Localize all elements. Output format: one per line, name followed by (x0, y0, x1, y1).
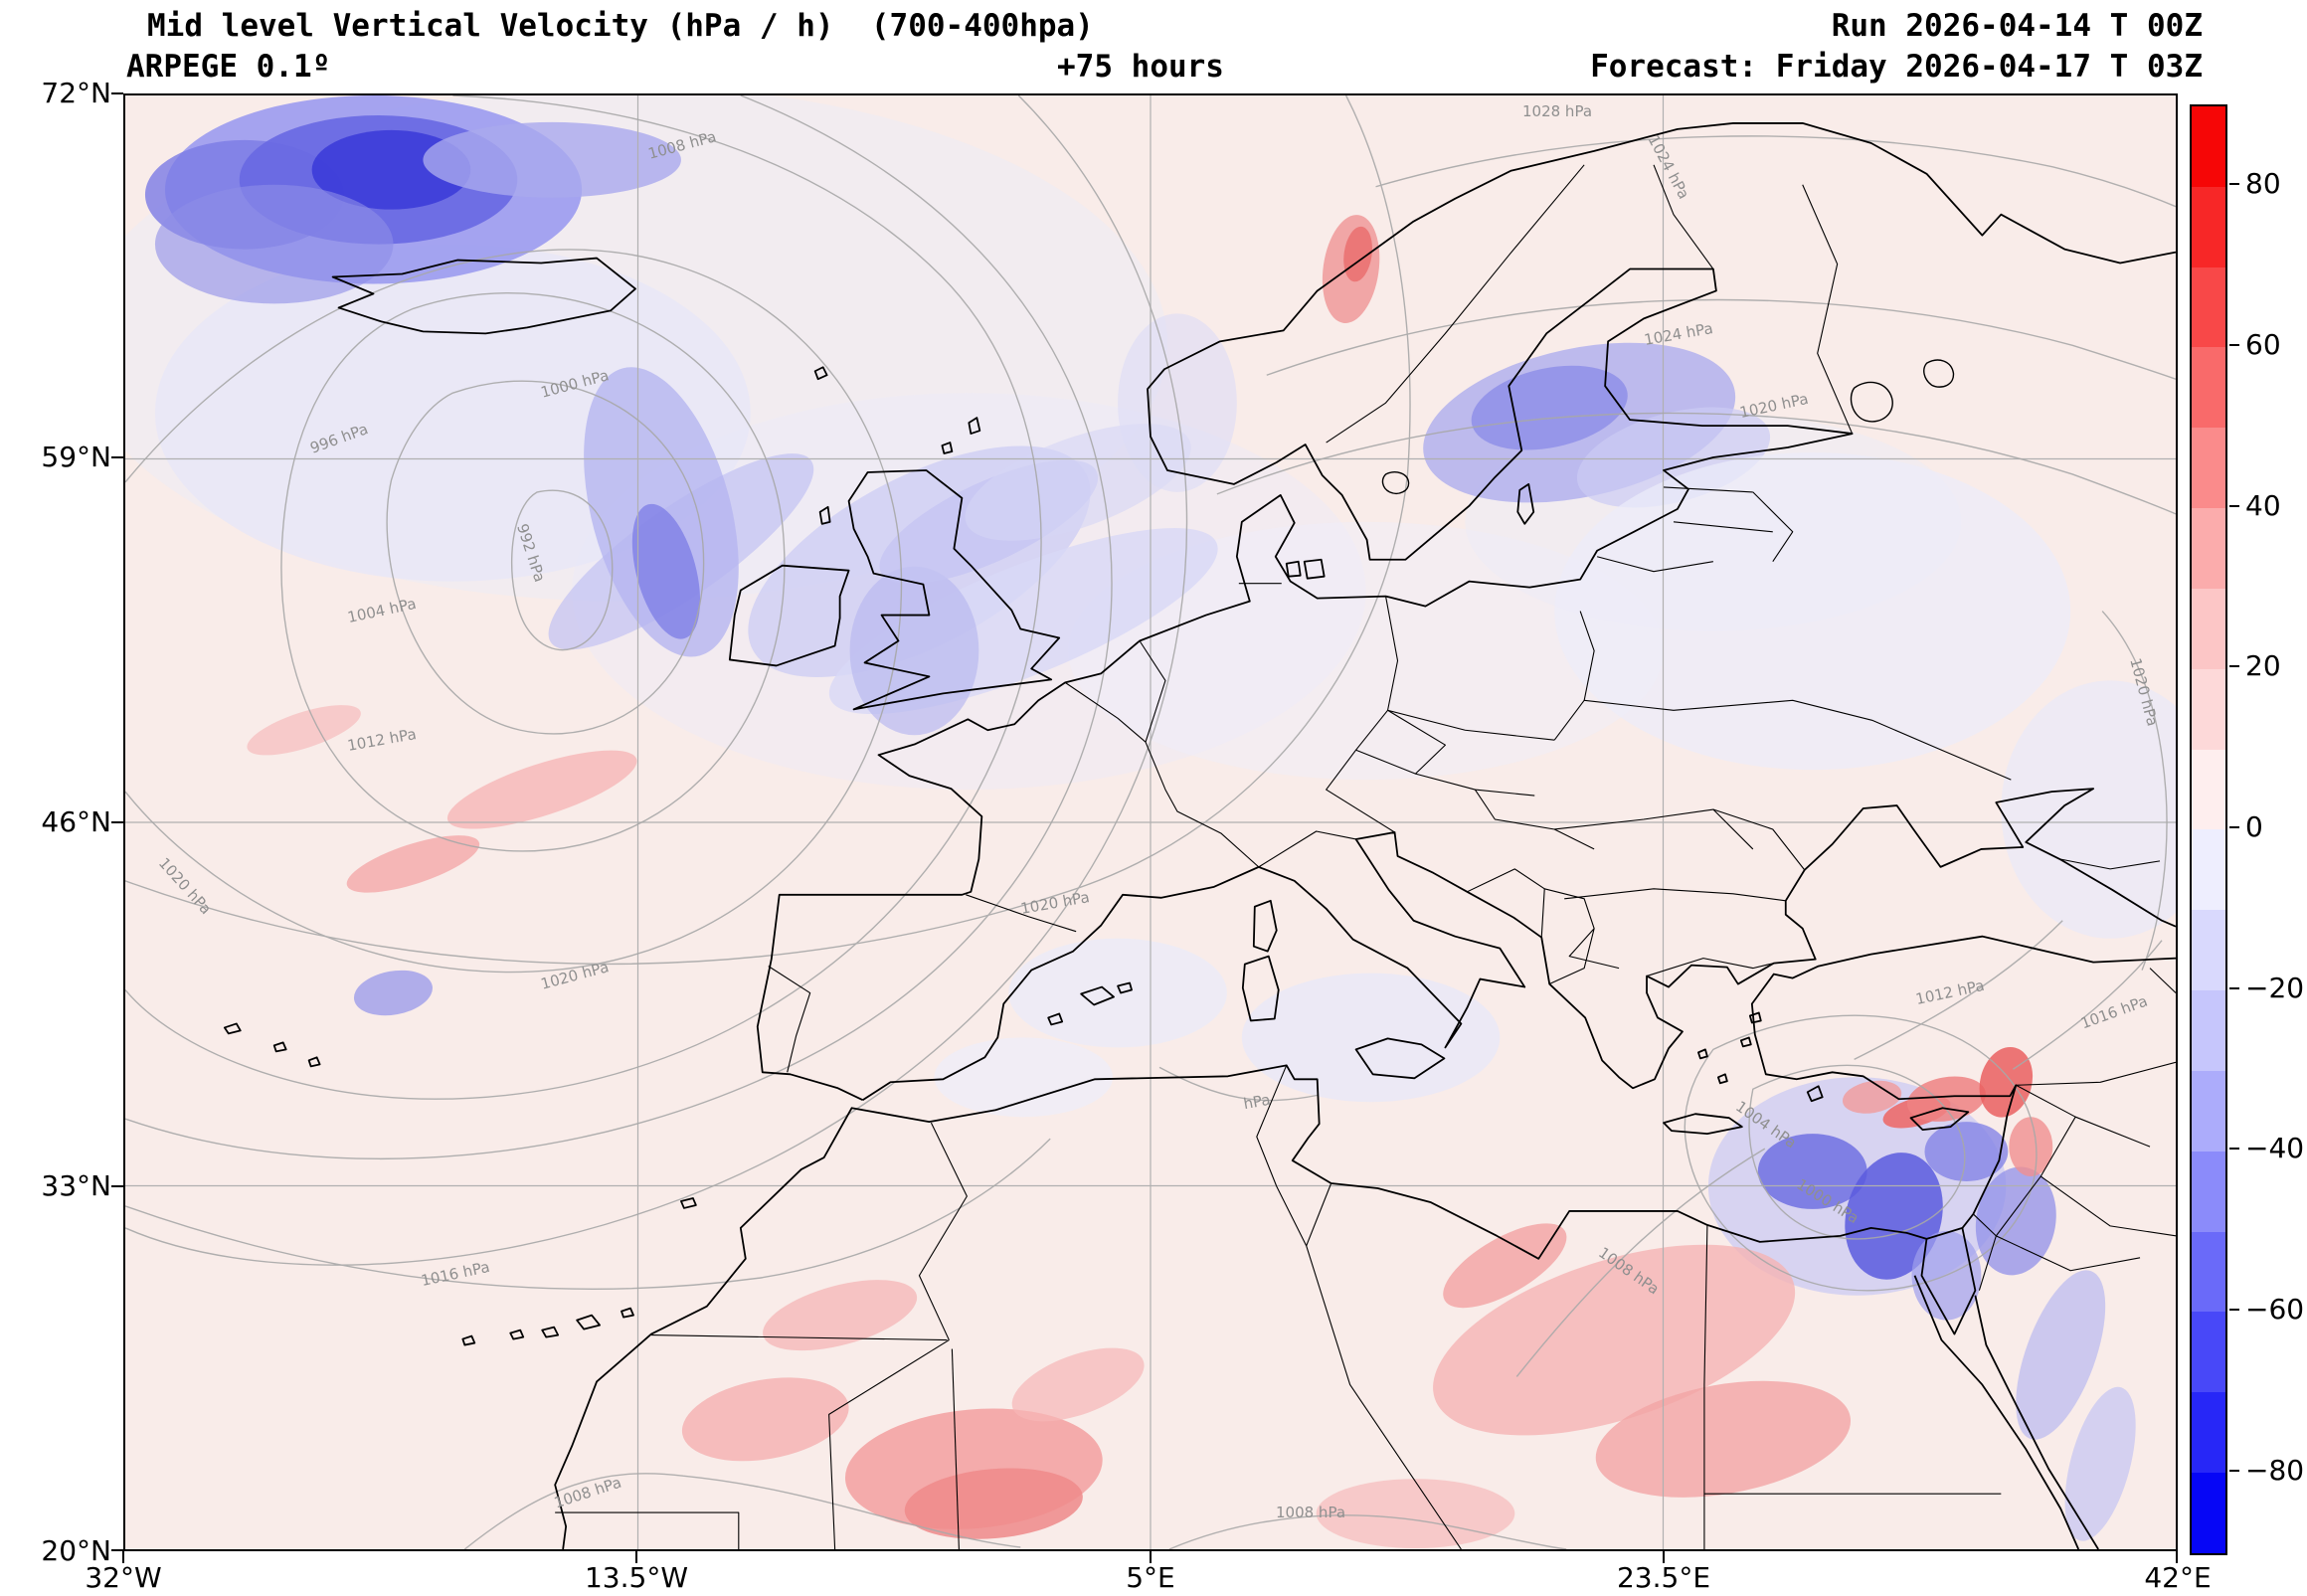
isobar-label: 1008 hPa (1275, 1504, 1346, 1521)
x-tick-label: 32°W (85, 1561, 162, 1594)
y-tick-label: 20°N (41, 1534, 111, 1567)
colorbar-segment (2192, 428, 2225, 509)
colorbar-segment (2192, 1473, 2225, 1553)
map-canvas (125, 95, 2176, 1549)
colorbar-segment (2192, 106, 2225, 187)
colorbar-segment (2192, 1070, 2225, 1152)
colorbar-segment (2192, 749, 2225, 830)
colorbar-tick (2229, 826, 2239, 828)
colorbar-segment (2192, 186, 2225, 267)
x-tick-label: 5°E (1126, 1561, 1175, 1594)
lakes (1381, 359, 1955, 494)
x-tick-label: 42°E (2144, 1561, 2212, 1594)
colorbar-tick-label: −60 (2245, 1293, 2305, 1326)
x-tick-label: 13.5°W (584, 1561, 689, 1594)
tick-mark (2176, 1551, 2178, 1563)
coastlines (554, 122, 2176, 1549)
colorbar-tick-label: 20 (2245, 649, 2281, 682)
tick-mark (111, 1185, 123, 1187)
colorbar-tick (2229, 183, 2239, 185)
colorbar (2190, 104, 2227, 1555)
y-tick-label: 59°N (41, 441, 111, 473)
colorbar-segment (2192, 829, 2225, 911)
colorbar-tick-label: 80 (2245, 167, 2281, 200)
islands (223, 257, 1970, 1346)
colorbar-tick-label: 60 (2245, 328, 2281, 361)
colorbar-segment (2192, 910, 2225, 991)
colorbar-tick-label: 40 (2245, 489, 2281, 522)
chart-title: Mid level Vertical Velocity (hPa / h) (7… (147, 8, 1094, 44)
colorbar-tick-label: −20 (2245, 972, 2305, 1004)
colorbar-tick (2229, 505, 2239, 507)
isobar-label: 1028 hPa (1521, 102, 1593, 120)
colorbar-tick-label: 0 (2245, 810, 2263, 843)
colorbar-segment (2192, 990, 2225, 1071)
tick-mark (111, 92, 123, 94)
colorbar-segment (2192, 1392, 2225, 1474)
colorbar-tick (2229, 344, 2239, 346)
tick-mark (1150, 1551, 1152, 1563)
y-tick-label: 33°N (41, 1169, 111, 1202)
colorbar-segment (2192, 347, 2225, 429)
isobars (125, 95, 2176, 1549)
x-tick-label: 23.5°E (1616, 1561, 1711, 1594)
run-label: Run 2026-04-14 T 00Z (1831, 8, 2203, 44)
colorbar-tick (2229, 665, 2239, 667)
tick-mark (111, 821, 123, 823)
tick-mark (111, 1549, 123, 1551)
country-borders (555, 164, 2176, 1549)
y-tick-label: 72°N (41, 77, 111, 109)
colorbar-segment (2192, 588, 2225, 669)
colorbar-tick (2229, 1470, 2239, 1472)
colorbar-segment (2192, 266, 2225, 348)
colorbar-tick-label: −40 (2245, 1132, 2305, 1164)
map-plot: 1008 hPa 1028 hPa 1024 hPa 1024 hPa 1020… (123, 93, 2178, 1551)
colorbar-tick-label: −80 (2245, 1454, 2305, 1487)
colorbar-segment (2192, 1151, 2225, 1232)
colorbar-segment (2192, 1231, 2225, 1313)
model-label: ARPEGE 0.1º (126, 49, 331, 85)
forecast-label: Forecast: Friday 2026-04-17 T 03Z (1590, 49, 2203, 85)
tick-mark (122, 1551, 124, 1563)
y-tick-label: 46°N (41, 805, 111, 838)
colorbar-tick (2229, 1309, 2239, 1311)
shading-layer (125, 95, 2176, 1549)
colorbar-segment (2192, 1312, 2225, 1393)
tick-mark (635, 1551, 637, 1563)
colorbar-tick (2229, 1148, 2239, 1150)
lead-time-label: +75 hours (1057, 49, 1224, 85)
colorbar-segment (2192, 668, 2225, 750)
colorbar-segment (2192, 508, 2225, 589)
gridlines (125, 95, 2176, 1549)
tick-mark (1663, 1551, 1665, 1563)
tick-mark (111, 456, 123, 458)
colorbar-tick (2229, 987, 2239, 989)
